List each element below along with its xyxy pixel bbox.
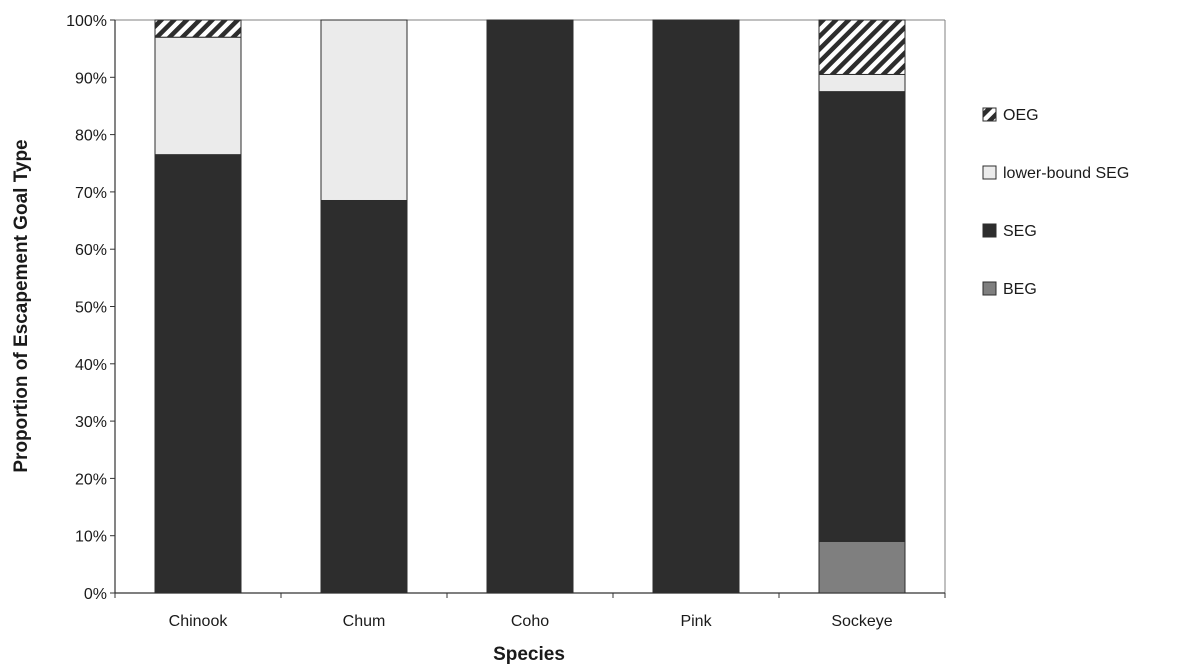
legend-swatch-seg [982,223,997,238]
x-axis-title: Species [493,644,565,665]
x-tick-label: Chum [343,613,386,630]
bars [154,19,906,594]
y-tick-label: 100% [66,13,107,30]
y-tick-label: 40% [75,357,107,374]
y-tick-label: 30% [75,414,107,431]
y-tick-label: 90% [75,70,107,87]
legend-label-oeg: OEG [1003,107,1039,124]
y-tick-label: 70% [75,185,107,202]
bar-chinook-seg [154,154,242,594]
y-tick-label: 20% [75,471,107,488]
bar-sockeye-lower-bound-seg [818,73,906,93]
y-tick-label: 60% [75,242,107,259]
x-tick-label: Pink [680,613,712,630]
bar-chum-seg [320,199,408,594]
bar-chinook-oeg [154,19,242,38]
y-axis-title: Proportion of Escapement Goal Type [11,139,32,472]
bar-sockeye-seg [818,91,906,542]
x-axis: Chinook Chum Coho Pink Sockeye [114,592,946,630]
bar-sockeye-beg [818,540,906,594]
x-tick-label: Sockeye [831,613,892,630]
y-tick-label: 10% [75,529,107,546]
x-tick-label: Chinook [169,613,229,630]
y-axis: 0% 10% 20% 30% 40% 50% 60% 70% 80% 90% 100% [66,13,116,603]
bar-chinook-lower-bound-seg [154,36,242,156]
legend-label-seg: SEG [1003,223,1037,240]
bar-chum-lower-bound-seg [320,19,408,201]
y-tick-label: 50% [75,300,107,317]
x-tick-label: Coho [511,613,549,630]
legend-swatch-beg [982,281,997,296]
legend-swatch-lower-bound-seg [982,165,997,180]
y-tick-label: 0% [84,586,107,603]
legend: OEG lower-bound SEG SEG BEG [982,107,1129,298]
legend-swatch-oeg [982,107,997,122]
y-tick-label: 80% [75,128,107,145]
bar-sockeye-oeg [818,19,906,75]
bar-pink-seg [652,19,740,594]
legend-label-beg: BEG [1003,281,1037,298]
bar-coho-seg [486,19,574,594]
legend-label-lower-bound-seg: lower-bound SEG [1003,165,1129,182]
